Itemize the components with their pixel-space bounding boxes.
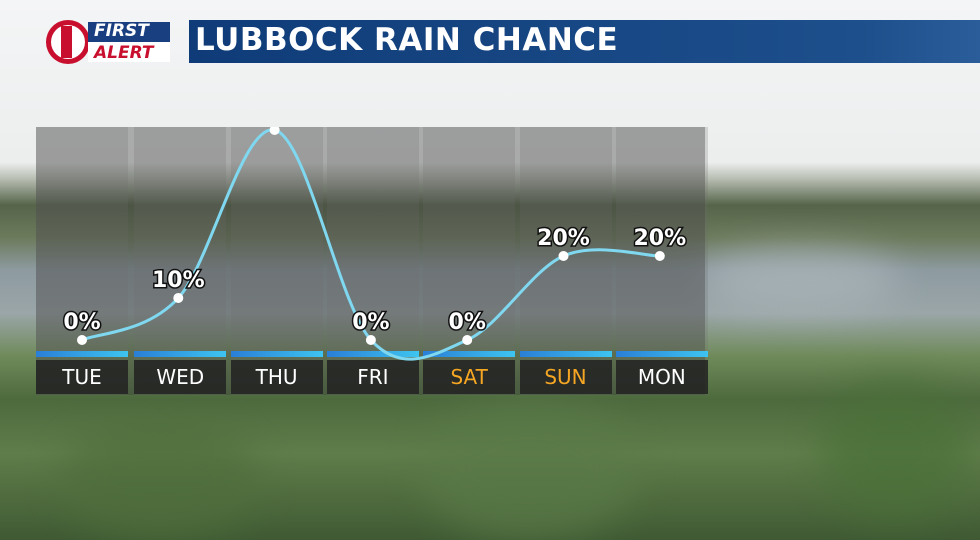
logo-text-top: FIRST [94,21,149,41]
data-point [558,251,569,261]
logo-text-bottom: ALERT [94,43,154,63]
day-column [230,127,323,395]
chart-plot: 0%10%50%0%0%20%20% [62,127,688,361]
data-point [654,251,665,261]
day-bar [326,351,419,357]
day-label: TUE [36,360,128,394]
data-label: 10% [152,268,205,293]
day-label: SUN [519,360,612,394]
title-bar: LUBBOCK RAIN CHANCE [189,20,980,63]
data-label: 20% [633,226,686,251]
data-label: 0% [449,310,486,335]
day-bar [615,351,708,357]
day-column [134,127,227,395]
data-point [462,335,473,345]
day-column [615,127,708,395]
day-bar [519,351,612,357]
day-column [326,127,419,395]
day-column [519,127,612,395]
data-label: 20% [537,226,590,251]
day-bar [134,351,227,357]
day-bar [230,351,323,357]
day-column [36,127,128,395]
data-label: 0% [63,310,100,335]
day-label: WED [134,360,227,394]
data-point [173,293,184,303]
day-column [423,127,516,395]
day-label: MON [615,360,708,394]
day-label: FRI [326,360,419,394]
data-point [77,335,87,345]
first-alert-logo: FIRST ALERT [44,18,172,66]
data-point [365,335,376,345]
data-label: 0% [352,310,389,335]
data-point [269,127,280,135]
logo-graphic [46,20,170,64]
page-title: LUBBOCK RAIN CHANCE [195,22,619,58]
day-bar [36,351,128,357]
rain-chance-line [81,128,660,361]
day-label: SAT [423,360,516,394]
day-label: THU [230,360,323,394]
day-bar [423,351,516,357]
